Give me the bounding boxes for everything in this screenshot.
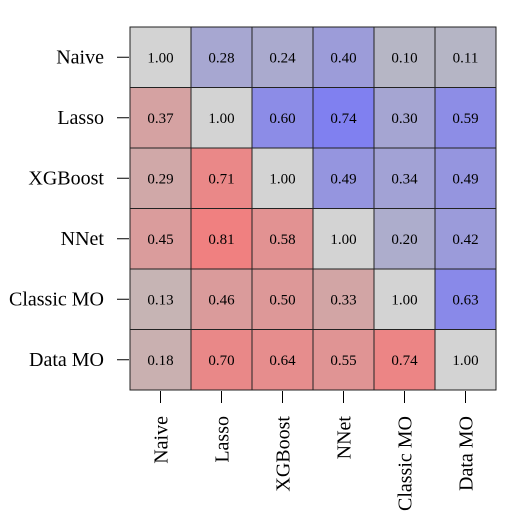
heatmap-cell [312, 147, 375, 209]
heatmap-cell [434, 147, 497, 209]
heatmap-cell [434, 208, 497, 270]
heatmap-cell [312, 87, 375, 149]
heatmap-cell [434, 268, 497, 330]
cell-value-label: 1.00 [208, 111, 234, 127]
cell-value-label: 0.58 [269, 232, 295, 248]
cell-value-label: 1.00 [147, 50, 173, 66]
cell-value-label: 0.59 [452, 111, 478, 127]
heatmap-cell [190, 208, 253, 270]
cell-value-label: 0.34 [391, 171, 418, 187]
heatmap-cell [312, 329, 375, 391]
cell-value-label: 1.00 [330, 232, 356, 248]
row-label: NNet [61, 228, 105, 250]
heatmap-cells: 1.00 0.28 0.24 0.40 0.10 0.11 0.37 1.00 0.60 0.74… [129, 26, 497, 391]
row-axis: Naive Lasso XGBoost NNet Classic MO Data MO [9, 46, 129, 371]
heatmap-cell [129, 208, 192, 270]
cell-value-label: 0.24 [269, 50, 296, 66]
cell-value-label: 0.37 [147, 111, 174, 127]
column-label: NNet [334, 416, 356, 460]
cell-value-label: 0.49 [330, 171, 356, 187]
column-label: Naive [151, 416, 173, 464]
row-label: Lasso [57, 107, 104, 129]
cell-value-label: 0.13 [147, 292, 173, 308]
cell-value-label: 0.11 [453, 50, 479, 66]
heatmap-cell [129, 329, 192, 391]
cell-value-label: 0.45 [147, 232, 173, 248]
heatmap-cell [190, 147, 253, 209]
heatmap-cell [129, 26, 192, 88]
cell-value-label: 0.42 [452, 232, 478, 248]
heatmap-cell [251, 26, 314, 88]
cell-value-label: 0.60 [269, 111, 295, 127]
row-label: Naive [56, 46, 104, 68]
cell-value-label: 0.71 [208, 171, 234, 187]
cell-value-label: 0.49 [452, 171, 478, 187]
heatmap-cell [373, 329, 436, 391]
cell-value-label: 1.00 [391, 292, 417, 308]
heatmap-cell [434, 87, 497, 149]
column-label: Lasso [212, 416, 234, 463]
cell-value-label: 0.20 [391, 232, 417, 248]
cell-value-label: 0.33 [330, 292, 356, 308]
cell-value-label: 0.64 [269, 353, 296, 369]
heatmap-cell [312, 268, 375, 330]
cell-value-label: 0.18 [147, 353, 173, 369]
heatmap-cell [373, 208, 436, 270]
cell-value-label: 0.50 [269, 292, 295, 308]
cell-value-label: 0.28 [208, 50, 234, 66]
cell-value-label: 1.00 [452, 353, 478, 369]
column-label: Classic MO [395, 416, 417, 511]
heatmap-cell [434, 26, 497, 88]
cell-value-label: 0.81 [208, 232, 234, 248]
heatmap-cell [251, 208, 314, 270]
cell-value-label: 0.74 [391, 353, 418, 369]
cell-value-label: 0.70 [208, 353, 234, 369]
column-label: XGBoost [273, 416, 295, 492]
cell-value-label: 0.30 [391, 111, 417, 127]
cell-value-label: 0.10 [391, 50, 417, 66]
cell-value-label: 0.63 [452, 292, 478, 308]
row-label: XGBoost [28, 167, 104, 189]
heatmap-cell [251, 268, 314, 330]
cell-value-label: 0.74 [330, 111, 357, 127]
cell-value-label: 1.00 [269, 171, 295, 187]
cell-value-label: 0.55 [330, 353, 356, 369]
heatmap-cell [373, 147, 436, 209]
heatmap-cell [312, 208, 375, 270]
heatmap-cell [434, 329, 497, 391]
cell-value-label: 0.29 [147, 171, 173, 187]
heatmap-cell [129, 268, 192, 330]
heatmap-cell [373, 268, 436, 330]
cell-value-label: 0.46 [208, 292, 235, 308]
heatmap-cell [190, 87, 253, 149]
row-label: Classic MO [9, 288, 104, 310]
cell-value-label: 0.40 [330, 50, 356, 66]
row-label: Data MO [29, 349, 104, 371]
column-label: Data MO [456, 416, 478, 491]
column-axis: Naive Lasso XGBoost NNet Classic MO Data MO [151, 391, 478, 511]
heatmap-cell [190, 26, 253, 88]
